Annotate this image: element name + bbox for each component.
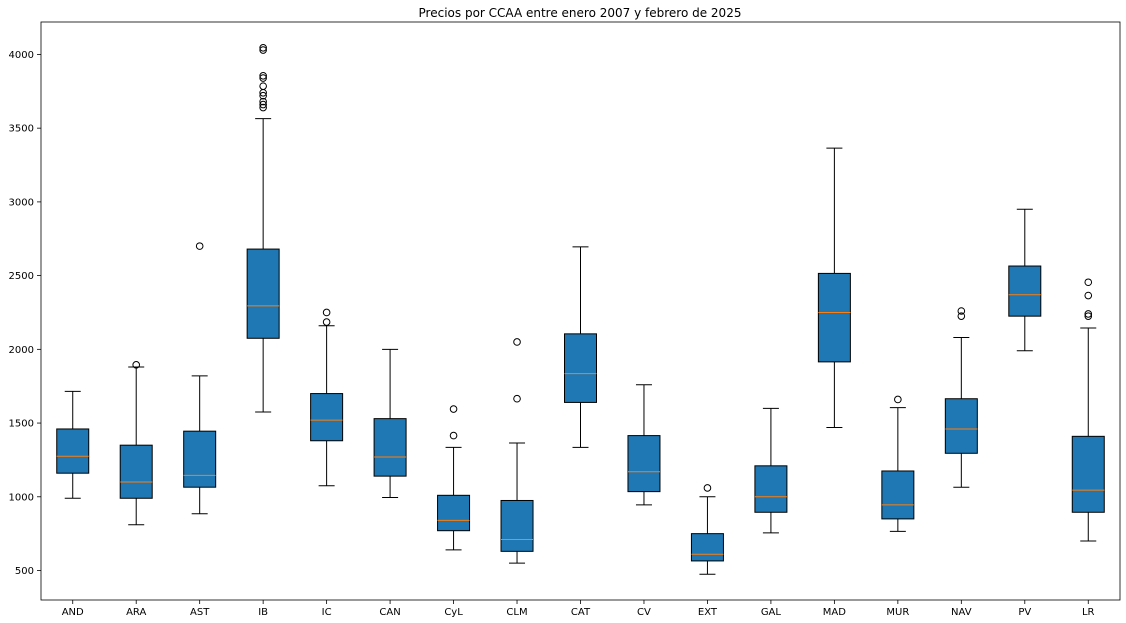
x-tick-label-AST: AST <box>190 607 210 618</box>
y-tick-label: 2000 <box>9 345 34 356</box>
box-LR <box>1071 278 1105 542</box>
outlier-point <box>1084 291 1093 300</box>
iqr-box <box>817 272 851 363</box>
box-AST <box>183 242 217 515</box>
y-tick-label: 1000 <box>9 492 34 503</box>
y-tick-label: 3500 <box>9 124 34 135</box>
iqr-box <box>119 444 153 499</box>
iqr-box <box>437 494 471 532</box>
x-tick-label-IB: IB <box>258 607 268 618</box>
x-tick-label-MUR: MUR <box>886 607 909 618</box>
outlier-point <box>259 44 267 52</box>
iqr-box <box>690 533 724 562</box>
outlier-point <box>957 307 966 315</box>
outlier-point <box>1084 312 1093 320</box>
chart-title: Precios por CCAA entre enero 2007 y febr… <box>418 6 742 20</box>
y-tick-label: 2500 <box>9 271 34 282</box>
box-NAV <box>944 307 978 488</box>
box-CAN <box>373 348 407 499</box>
iqr-box <box>754 465 788 513</box>
outlier-point <box>513 394 521 403</box>
outlier-point <box>894 395 902 404</box>
outlier-point <box>513 338 521 346</box>
box-MAD <box>817 147 851 428</box>
iqr-box <box>373 418 407 477</box>
y-tick-label: 500 <box>15 566 34 577</box>
x-tick-label-GAL: GAL <box>761 607 782 618</box>
outlier-point <box>703 484 712 492</box>
outlier-point <box>259 72 267 80</box>
outlier-point <box>1084 310 1093 318</box>
y-tick-label: 1500 <box>9 419 34 430</box>
outlier-point <box>322 318 331 326</box>
box-MUR <box>881 395 915 532</box>
iqr-box <box>183 430 217 488</box>
outlier-point <box>1084 278 1093 287</box>
outlier-point <box>449 431 458 440</box>
outlier-point <box>132 361 141 369</box>
x-tick-label-PV: PV <box>1018 607 1031 618</box>
box-CV <box>627 384 661 506</box>
iqr-box <box>500 499 534 552</box>
x-tick-label-CAN: CAN <box>379 607 400 618</box>
iqr-box <box>627 435 661 493</box>
plot-frame <box>40 21 1121 601</box>
box-CLM <box>500 338 534 564</box>
box-IB <box>246 44 280 413</box>
x-tick-label-NAV: NAV <box>951 607 972 618</box>
outlier-point <box>259 97 267 106</box>
y-tick-label: 4000 <box>9 50 34 61</box>
x-tick-label-EXT: EXT <box>698 607 718 618</box>
x-tick-label-LR: LR <box>1082 607 1095 618</box>
box-EXT <box>690 484 724 575</box>
box-ARA <box>119 361 153 526</box>
box-PV <box>1008 208 1042 352</box>
iqr-box <box>246 248 280 339</box>
iqr-box <box>1008 265 1042 317</box>
outlier-point <box>259 103 267 112</box>
iqr-box <box>944 398 978 454</box>
x-tick-label-CyL: CyL <box>444 607 463 618</box>
x-tick-label-MAD: MAD <box>823 607 846 618</box>
box-CAT <box>564 246 597 448</box>
box-CyL <box>437 405 471 551</box>
box-AND <box>56 390 90 499</box>
outlier-point <box>195 242 204 250</box>
outlier-point <box>449 405 458 413</box>
outlier-point <box>322 308 331 317</box>
outlier-point <box>259 46 267 54</box>
x-tick-label-IC: IC <box>322 607 332 618</box>
x-tick-label-ARA: ARA <box>126 607 146 618</box>
box-IC <box>310 308 344 487</box>
outlier-point <box>957 312 966 320</box>
x-tick-label-AND: AND <box>62 607 84 618</box>
iqr-box <box>564 333 597 403</box>
iqr-box <box>310 393 344 442</box>
iqr-box <box>1071 435 1105 513</box>
outlier-point <box>259 91 267 100</box>
iqr-box <box>881 470 915 520</box>
x-tick-label-CLM: CLM <box>506 607 527 618</box>
iqr-box <box>56 428 90 474</box>
y-tick-label: 3000 <box>9 197 34 208</box>
outlier-point <box>259 74 267 82</box>
outlier-point <box>259 82 267 90</box>
x-tick-label-CV: CV <box>637 607 651 618</box>
box-GAL <box>754 407 788 534</box>
x-tick-label-CAT: CAT <box>571 607 591 618</box>
outlier-point <box>259 100 267 109</box>
